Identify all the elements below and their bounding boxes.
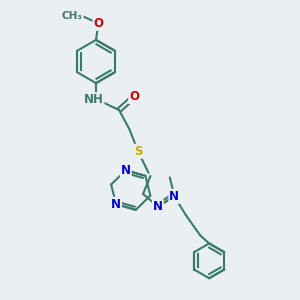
Text: N: N: [169, 190, 179, 203]
Text: N: N: [111, 198, 121, 211]
Text: O: O: [93, 17, 103, 30]
Text: N: N: [121, 164, 131, 177]
Text: CH₃: CH₃: [62, 11, 83, 21]
Text: O: O: [129, 90, 139, 103]
Text: N: N: [153, 200, 163, 213]
Text: NH: NH: [84, 93, 103, 106]
Text: S: S: [134, 145, 142, 158]
